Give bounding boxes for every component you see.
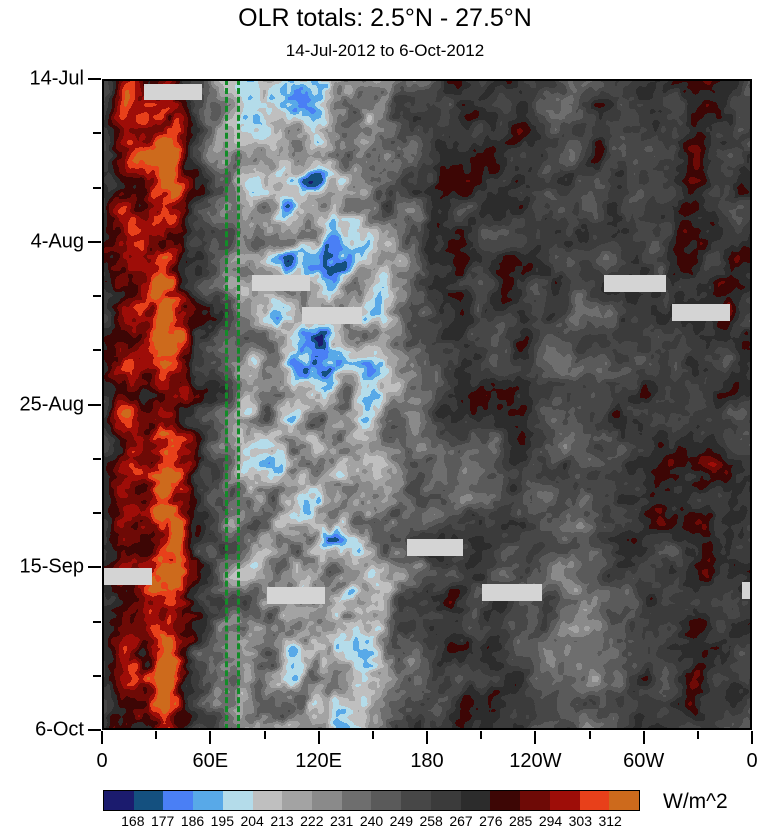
- colorbar-tick-label: 276: [479, 813, 503, 829]
- longitude-guide-line: [237, 79, 241, 730]
- colorbar-tick-label: 267: [449, 813, 473, 829]
- colorbar-segment: [193, 791, 223, 810]
- y-tick-minor: [93, 132, 101, 135]
- colorbar-segment: [133, 791, 164, 810]
- blank-label-box: [482, 584, 542, 601]
- colorbar-segment: [549, 791, 580, 810]
- colorbar-tick-label: 186: [180, 813, 205, 829]
- x-tick-major: [751, 731, 753, 744]
- colorbar-tick-label: 195: [210, 813, 235, 829]
- colorbar-tick-label: 249: [389, 813, 414, 829]
- longitude-guide-line: [224, 79, 228, 730]
- colorbar-segment: [222, 791, 253, 810]
- colorbar-tick-label: 213: [270, 813, 294, 829]
- y-tick-minor: [93, 620, 101, 623]
- y-tick-minor: [93, 186, 101, 189]
- colorbar-tick-label: 240: [359, 813, 384, 829]
- y-axis-label: 4-Aug: [30, 230, 84, 253]
- colorbar-segment: [371, 791, 402, 810]
- x-axis-label: 60E: [192, 750, 229, 772]
- blank-label-box: [672, 304, 730, 321]
- y-tick-minor: [93, 349, 101, 352]
- x-tick-minor: [263, 731, 266, 739]
- y-tick-major: [88, 729, 101, 731]
- blank-label-box: [252, 275, 310, 291]
- blank-label-box: [407, 539, 463, 556]
- y-tick-major: [88, 78, 101, 80]
- colorbar-segment: [282, 791, 313, 810]
- x-tick-minor: [696, 731, 699, 739]
- y-tick-minor: [93, 512, 101, 514]
- x-tick-major: [426, 731, 428, 744]
- x-axis-label: 180: [410, 750, 444, 772]
- y-axis-label: 15-Sep: [19, 555, 85, 578]
- colorbar-segment: [401, 791, 431, 810]
- blank-label-box: [144, 84, 202, 100]
- x-axis-label: 0: [746, 750, 758, 772]
- blank-label-box: [302, 307, 362, 324]
- colorbar-tick-label: 285: [508, 813, 533, 829]
- y-tick-minor: [93, 674, 101, 677]
- colorbar-segment: [520, 791, 550, 810]
- x-axis-label: 0: [96, 750, 108, 772]
- x-tick-minor: [371, 731, 374, 739]
- colorbar[interactable]: [103, 790, 640, 811]
- colorbar-tick-label: 303: [568, 813, 593, 829]
- colorbar-tick-label: 312: [598, 813, 622, 829]
- x-tick-major: [642, 731, 645, 744]
- x-axis-label: 120E: [295, 750, 343, 772]
- chart-subtitle: 14-Jul-2012 to 6-Oct-2012: [285, 41, 485, 60]
- x-tick-major: [317, 731, 320, 744]
- x-tick-major: [534, 731, 537, 744]
- y-tick-major: [88, 403, 101, 406]
- colorbar-tick-label: 177: [150, 813, 175, 829]
- colorbar-segment: [163, 791, 194, 810]
- blank-label-box: [102, 568, 152, 585]
- chart-title: OLR totals: 2.5°N - 27.5°N: [238, 4, 532, 32]
- x-axis-label: 120W: [509, 750, 562, 772]
- olr-contour-field: [102, 79, 752, 730]
- colorbar-segment: [104, 791, 134, 810]
- y-axis-label: 14-Jul: [29, 67, 84, 90]
- blank-label-box: [267, 587, 325, 604]
- x-tick-minor: [480, 731, 483, 739]
- colorbar-segment: [460, 791, 491, 810]
- y-tick-major: [88, 240, 101, 243]
- colorbar-segment: [252, 791, 283, 810]
- colorbar-segment: [609, 791, 639, 810]
- colorbar-segment: [490, 791, 521, 810]
- x-tick-major: [209, 731, 212, 744]
- x-tick-minor: [588, 731, 591, 739]
- y-axis-label: 6-Oct: [35, 718, 84, 741]
- colorbar-units-label: W/m^2: [663, 790, 728, 813]
- x-tick-major: [101, 731, 103, 744]
- colorbar-segment: [341, 791, 372, 810]
- colorbar-tick-label: 168: [121, 813, 145, 829]
- y-tick-minor: [93, 295, 101, 297]
- x-tick-minor: [155, 731, 158, 739]
- colorbar-tick-label: 222: [300, 813, 324, 829]
- blank-label-box: [742, 582, 752, 599]
- hovmoller-plot-area[interactable]: [102, 79, 752, 730]
- y-tick-major: [88, 566, 101, 569]
- colorbar-segment: [430, 791, 461, 810]
- colorbar-tick-label: 204: [240, 813, 264, 829]
- colorbar-tick-label: 258: [419, 813, 443, 829]
- y-axis-label: 25-Aug: [19, 393, 85, 415]
- blank-label-box: [604, 275, 666, 292]
- colorbar-segment: [579, 791, 610, 810]
- colorbar-segment: [312, 791, 342, 810]
- colorbar-tick-label: 294: [538, 813, 563, 829]
- y-tick-minor: [93, 457, 101, 460]
- colorbar-tick-label: 231: [329, 813, 354, 829]
- x-axis-label: 60W: [623, 750, 665, 772]
